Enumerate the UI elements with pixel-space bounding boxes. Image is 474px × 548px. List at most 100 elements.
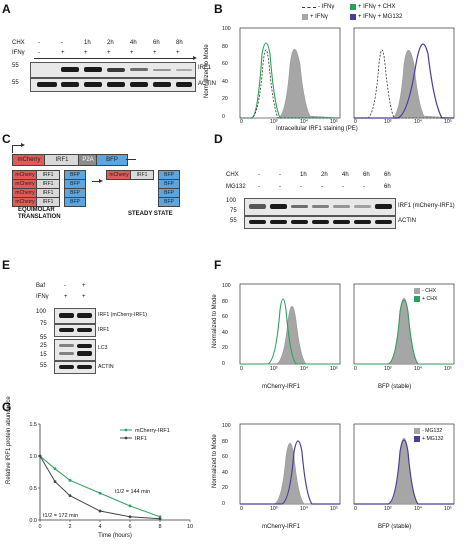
b-x-tick: 10³ <box>270 119 278 125</box>
f-y-tick: 20 <box>222 345 228 352</box>
d-mg132-lane-label: - <box>279 184 281 190</box>
g-data-point <box>158 515 162 519</box>
mw-marker: 100 <box>226 198 237 204</box>
d-chx-lane-label: 2h <box>321 172 328 178</box>
f-x-tick: 10⁵ <box>444 506 452 512</box>
e-band-label-irf1: IRF1 <box>98 327 110 333</box>
ifng-lane-label: + <box>61 50 65 56</box>
construct-tail <box>126 159 136 160</box>
f-legend-plus-chx: + CHX <box>422 296 438 302</box>
b-x-tick: 10⁵ <box>444 119 452 125</box>
f-x-tick: 10⁴ <box>300 366 308 372</box>
f-x-label-4: BFP (stable) <box>378 524 412 530</box>
d-chx-lane-label: 1h <box>300 172 307 178</box>
small-construct-blue: BFP <box>64 197 86 207</box>
small-construct-grey: IRF1 <box>36 197 60 207</box>
b-y-axis-label: Normalized to Mode <box>204 44 210 98</box>
f-x-tick: 10³ <box>384 506 392 512</box>
g-series-line <box>39 455 161 520</box>
panel-letter-a: A <box>2 2 11 16</box>
f-y-tick: 80 <box>222 298 228 305</box>
d-mg132-lane-label: - <box>363 184 365 190</box>
panel-letter-g: G <box>2 400 12 414</box>
ifng-lane-label: + <box>84 50 88 56</box>
b-y-tick: 40 <box>222 78 228 85</box>
g-y-tick-label: 0.5 <box>29 486 37 492</box>
g-x-tick-label: 0 <box>38 524 41 530</box>
mw-marker: 55 <box>40 335 47 341</box>
small-construct-red: mCherry <box>12 197 38 207</box>
panel-letter-d: D <box>214 132 223 146</box>
band-label-irf1: IRF1 <box>198 65 212 71</box>
b-x-tick: 10⁴ <box>300 119 308 125</box>
g-x-axis-label: Time (hours) <box>98 533 132 539</box>
g-y-tick-label: 0.0 <box>29 518 37 524</box>
f-y-tick: 0 <box>222 501 225 507</box>
g-x-tick-label: 4 <box>98 524 101 530</box>
chx-lane-label: 6h <box>153 40 160 46</box>
legend-swatch-green <box>350 4 356 10</box>
g-y-tick-label: 1.0 <box>29 454 37 460</box>
g-legend-label: IRF1 <box>135 436 147 442</box>
chx-lane-label: 4h <box>130 40 137 46</box>
g-legend-label: mCherry-IRF1 <box>135 428 170 434</box>
d-mg132-lane-label: - <box>300 184 302 190</box>
f-x-tick: 0 <box>354 506 357 512</box>
g-annotation: t1/2 = 172 min <box>43 513 78 519</box>
e-irf1-blot <box>54 324 96 337</box>
legend-swatch-purple <box>350 14 356 20</box>
f-x-tick: 10⁴ <box>300 506 308 512</box>
f-y-axis-label-bottom: Normalized to Mode <box>212 434 218 488</box>
f-flow-histograms <box>239 283 455 505</box>
g-data-point <box>38 454 42 458</box>
caption-steady-state: STEADY STATE <box>128 211 173 217</box>
e-band-label-lc3: LC3 <box>98 345 108 351</box>
f-y-tick: 80 <box>222 438 228 445</box>
ifng-lane-label: + <box>176 50 180 56</box>
mw-marker: 75 <box>40 321 47 327</box>
f-y-tick: 40 <box>222 469 228 476</box>
irf1-blot <box>30 62 196 78</box>
chx-lane-label: 8h <box>176 40 183 46</box>
b-x-tick: 10⁴ <box>414 119 422 125</box>
b-x-axis-label: Intracellular IRF1 staining (PE) <box>276 126 358 132</box>
legend-ifng: + IFNγ <box>310 14 328 20</box>
chx-lane-label: - <box>38 40 40 46</box>
g-data-point <box>53 467 57 471</box>
g-y-tick-label: 1.5 <box>29 422 37 428</box>
panel-letter-c: C <box>2 132 11 146</box>
g-data-point <box>68 478 72 482</box>
b-y-tick: 60 <box>222 61 228 68</box>
f-legend-swatch-purple <box>414 436 420 442</box>
d-chx-lane-label: 6h <box>363 172 370 178</box>
d-chx-lane-label: 6h <box>384 172 391 178</box>
g-decay-chart: 0.0 0.5 1.0 1.5 0 2 4 6 8 10 Time (hours) mCherry-I… <box>29 422 193 539</box>
d-chx-row-label: CHX <box>226 172 239 178</box>
f-x-tick: 0 <box>240 506 243 512</box>
chx-lane-label: 2h <box>107 40 114 46</box>
g-annotation: t1/2 = 144 min <box>115 489 150 495</box>
d-chx-lane-label: - <box>258 172 260 178</box>
e-mcherry-irf1-blot <box>54 308 96 324</box>
ifng-lane-label: - <box>38 50 40 56</box>
b-x-tick: 10³ <box>384 119 392 125</box>
f-legend-plus-mg132: + MG132 <box>422 436 444 442</box>
promoter-line <box>12 145 13 153</box>
f-x-tick: 0 <box>240 366 243 372</box>
e-lc3-blot <box>54 339 96 361</box>
small-construct-grey: IRF1 <box>130 170 154 180</box>
b-x-tick: 0 <box>354 119 357 125</box>
construct-mcherry: mCherry <box>12 154 46 166</box>
b-y-tick: 80 <box>222 43 228 50</box>
g-x-tick-label: 2 <box>68 524 71 530</box>
ifng-lane-label: + <box>107 50 111 56</box>
legend-ifng-mg132: + IFNγ + MG132 <box>358 14 403 20</box>
e-band-label-actin: ACTIN <box>98 364 114 370</box>
f-y-tick: 100 <box>222 423 231 429</box>
f-x-tick: 10³ <box>270 366 278 372</box>
chx-row-label: CHX <box>12 40 25 46</box>
d-mg132-lane-label: - <box>342 184 344 190</box>
construct-irf1: IRF1 <box>44 154 80 166</box>
g-data-point <box>98 509 102 513</box>
f-y-tick: 60 <box>222 314 228 321</box>
